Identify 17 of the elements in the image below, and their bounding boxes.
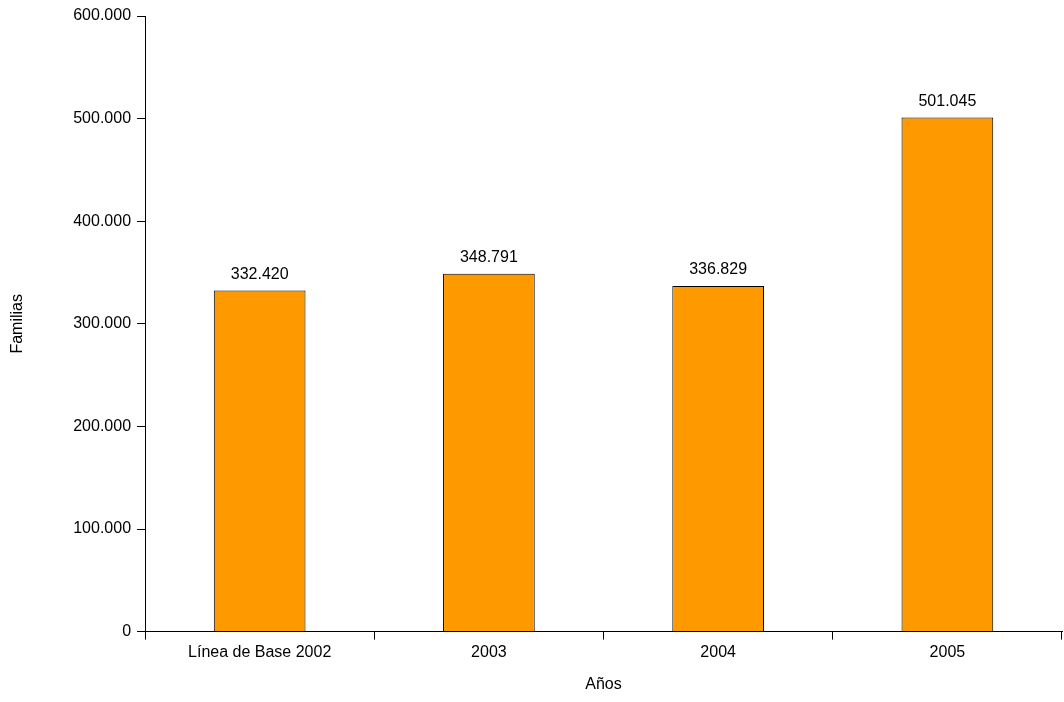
y-tick-label: 600.000 (73, 6, 132, 24)
y-tick-label: 500.000 (73, 109, 132, 127)
y-tick-label: 200.000 (73, 416, 132, 434)
y-tick-label: 100.000 (73, 519, 132, 537)
y-axis-title: Familias (8, 294, 26, 354)
data-label: 501.045 (918, 91, 977, 109)
x-tick-label: 2004 (700, 642, 737, 660)
y-tick-label: 400.000 (73, 211, 132, 229)
data-label: 336.829 (689, 260, 748, 278)
y-tick-label: 0 (122, 622, 132, 640)
y-tick-label: 300.000 (73, 314, 132, 332)
x-tick-label: 2003 (471, 642, 507, 660)
x-axis-title: Años (585, 674, 622, 692)
x-tick-label: Línea de Base 2002 (188, 642, 332, 660)
data-label: 348.791 (459, 248, 518, 266)
data-label: 332.420 (230, 264, 289, 282)
x-tick-label: 2005 (929, 642, 966, 660)
